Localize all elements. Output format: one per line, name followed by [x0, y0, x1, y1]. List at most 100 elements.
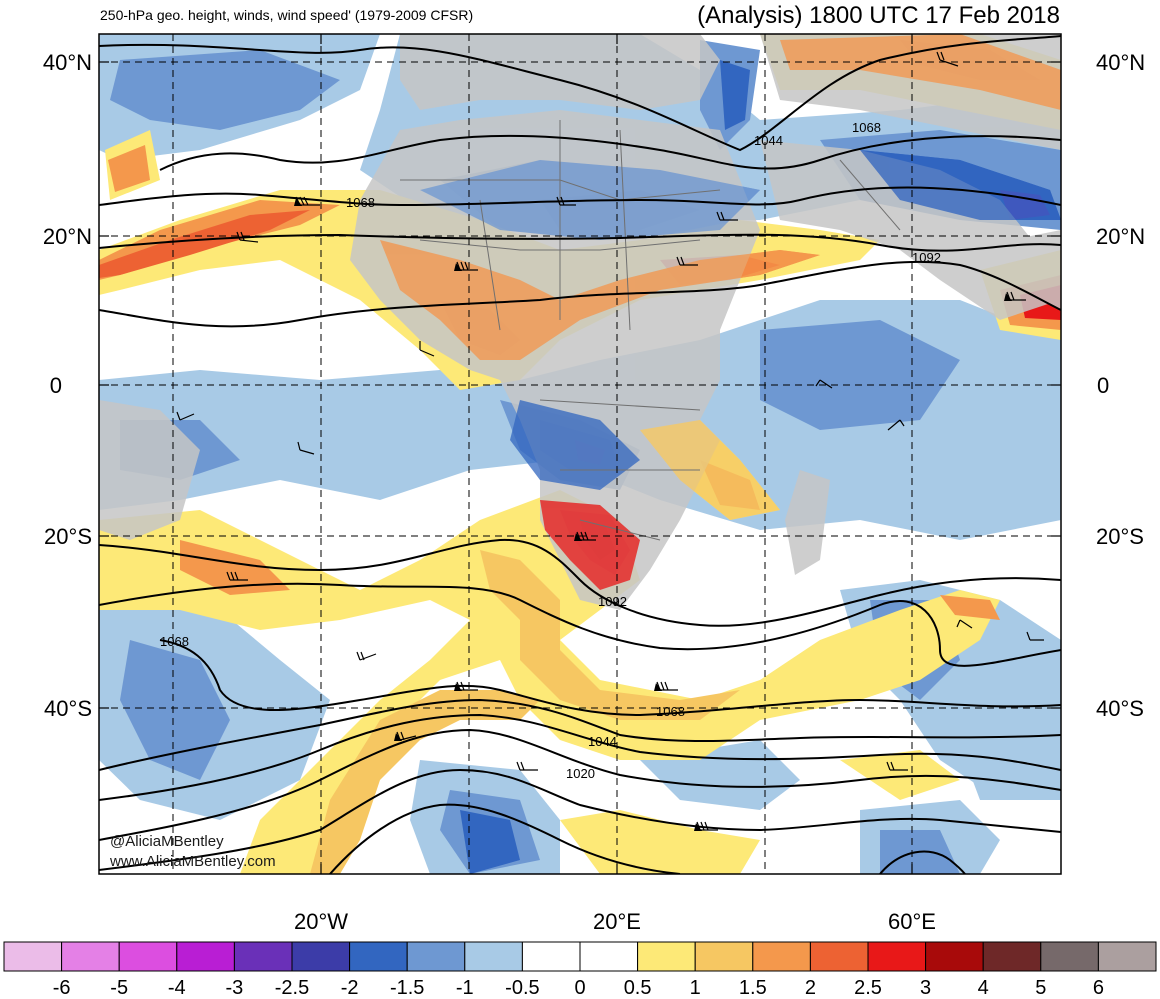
colorbar-swatch — [291, 941, 351, 972]
graticule — [99, 34, 1061, 874]
map-subtitle: 250-hPa geo. height, winds, wind speed' … — [100, 7, 473, 23]
madagascar-landmass — [785, 470, 830, 575]
contour-label: 1092 — [598, 594, 627, 609]
colorbar-label: 4 — [978, 977, 989, 999]
anomaly-region — [120, 640, 230, 780]
contour-label: 1044 — [588, 734, 617, 749]
contour-label: 1044 — [754, 133, 783, 148]
colorbar-label: -1 — [456, 977, 474, 999]
wind-barb — [356, 651, 377, 661]
anomaly-region — [108, 145, 150, 192]
colorbar-label: 5 — [1035, 977, 1046, 999]
wind-barb — [815, 379, 833, 389]
colorbar-labels: -6 -5 -4 -3 -2.5 -2 -1.5 -1 -0.5 0 0.5 1 1.5 2 2.5 3 4 5 6 — [53, 977, 1104, 999]
anomaly-region — [560, 810, 760, 874]
colorbar-swatch — [176, 941, 235, 972]
lon-label: 20°E — [593, 909, 641, 934]
wind-flag — [454, 263, 462, 271]
colorbar-swatch — [349, 941, 408, 972]
contour-label: 1092 — [912, 250, 941, 265]
wind-barb — [419, 341, 435, 357]
wind-barb — [576, 531, 596, 541]
colorbar-label: 6 — [1093, 977, 1104, 999]
wind-barb — [656, 681, 678, 691]
svg-text:1068: 1068 — [656, 704, 685, 719]
colorbar-swatch — [982, 941, 1042, 972]
anomaly-region — [180, 540, 290, 595]
wind-barb — [226, 571, 248, 581]
colorbar-label: 3 — [920, 977, 931, 999]
wind-barb — [936, 51, 959, 67]
colorbar-swatch — [464, 941, 523, 972]
anomaly-region — [720, 60, 750, 130]
wind-barb — [236, 231, 259, 243]
anomaly-region — [510, 400, 640, 490]
wind-flag — [694, 823, 702, 831]
anomaly-region — [840, 750, 960, 800]
anomaly-region — [760, 320, 960, 430]
colorbar-swatch — [752, 941, 811, 972]
credit-handle: @AliciaMBentley — [110, 833, 224, 850]
colorbar-swatch — [521, 941, 581, 972]
lat-label: 20°S — [1096, 524, 1144, 549]
axis-ticks — [99, 34, 1061, 874]
height-contours — [99, 35, 1061, 874]
colorbar-label: -2.5 — [275, 977, 309, 999]
anomaly-region — [380, 240, 820, 360]
wind-barb — [297, 441, 315, 455]
contour-label: 1068 — [852, 120, 881, 135]
wind-flag — [454, 683, 462, 691]
wind-barb — [676, 256, 698, 266]
lat-label: 20°S — [44, 524, 92, 549]
colorbar-swatch — [809, 941, 869, 972]
lat-label: 20°N — [1096, 224, 1145, 249]
contour-labels: 1044 1068 1068 1092 1092 1068 1068 1044 … — [160, 120, 941, 781]
colorbar-label: -4 — [168, 977, 186, 999]
arabia-landmass — [760, 140, 1060, 320]
colorbar-swatch — [3, 941, 63, 972]
lon-label: 60°E — [888, 909, 936, 934]
wind-barb — [956, 619, 973, 629]
svg-text:1068: 1068 — [346, 195, 375, 210]
wind-flag — [574, 533, 582, 541]
colorbar-swatch — [233, 941, 293, 972]
lat-label: 40°S — [44, 696, 92, 721]
wind-barb — [886, 761, 908, 771]
anomaly-region — [460, 810, 520, 874]
svg-text:1020: 1020 — [566, 766, 595, 781]
map-title: (Analysis) 1800 UTC 17 Feb 2018 — [697, 2, 1060, 29]
contour-label: 1020 — [566, 766, 595, 781]
colorbar-swatch — [867, 941, 927, 972]
colorbar-label: 2.5 — [854, 977, 882, 999]
anomaly-region — [860, 150, 1061, 220]
contour-label: 1068 — [656, 704, 685, 719]
lat-label: 40°S — [1096, 696, 1144, 721]
wind-barb — [176, 411, 195, 421]
anomaly-region — [99, 210, 310, 278]
svg-text:1068: 1068 — [160, 634, 189, 649]
lon-labels: 20°W 20°E 60°E — [294, 909, 936, 934]
colorbar-label: -3 — [226, 977, 244, 999]
credit-url: www.AliciaMBentley.com — [109, 853, 276, 870]
anomaly-region — [310, 690, 540, 874]
colorbar-swatch — [694, 941, 754, 972]
wind-barb — [556, 196, 576, 206]
anomaly-region — [950, 700, 1061, 800]
colorbar-swatch — [637, 941, 696, 972]
wind-flag — [1004, 293, 1012, 301]
anomaly-region — [110, 50, 340, 130]
lat-label: 40°N — [1096, 50, 1145, 75]
colorbar-swatch — [1040, 941, 1099, 972]
map-area: 1044 1068 1068 1092 1092 1068 1068 1044 … — [99, 34, 1061, 874]
colorbar-swatch — [61, 941, 120, 972]
colorbar-label: 2 — [805, 977, 816, 999]
svg-text:1068: 1068 — [852, 120, 881, 135]
anomaly-region — [480, 550, 740, 720]
wind-barb — [716, 211, 738, 221]
south-america-landmass — [99, 400, 200, 540]
colorbar-label: -5 — [110, 977, 128, 999]
colorbar — [3, 941, 1157, 972]
colorbar-label: -1.5 — [390, 977, 424, 999]
wind-barb — [516, 761, 538, 771]
